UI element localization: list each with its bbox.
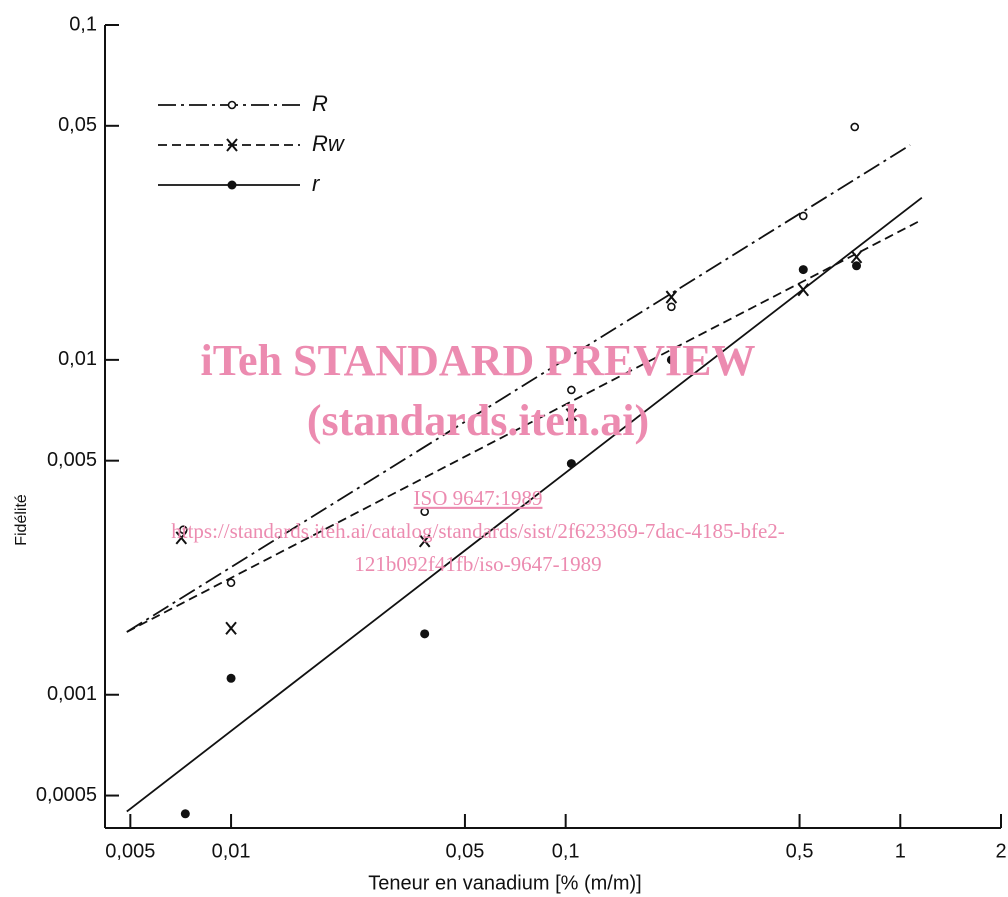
x-tick-label: 0,5 xyxy=(786,840,814,862)
point xyxy=(175,531,188,545)
legend-label: r xyxy=(312,171,321,196)
point xyxy=(798,265,808,275)
x-tick-label: 0,1 xyxy=(552,840,580,862)
point xyxy=(566,459,576,469)
point xyxy=(798,211,808,221)
point xyxy=(567,385,576,395)
y-tick-label: 0,005 xyxy=(47,449,97,471)
watermark: iTeh STANDARD PREVIEW xyxy=(201,336,756,385)
point xyxy=(666,355,676,365)
fit-line xyxy=(126,196,923,813)
point xyxy=(226,578,236,588)
fit-line xyxy=(126,144,911,633)
x-tick-label: 0,05 xyxy=(445,840,484,862)
watermark: 121b092f41fb/iso-9647-1989 xyxy=(354,552,601,576)
watermark: (standards.iteh.ai) xyxy=(307,396,649,445)
y-tick-label: 0,0005 xyxy=(36,784,97,806)
point xyxy=(850,122,860,132)
y-tick-label: 0,01 xyxy=(58,348,97,370)
point xyxy=(418,534,431,548)
legend-marker xyxy=(227,180,237,190)
legend-label: R xyxy=(312,91,328,116)
point xyxy=(226,673,236,683)
watermark: ISO 9647:1989 xyxy=(414,486,543,510)
legend-label: Rw xyxy=(312,131,346,156)
fit-line xyxy=(126,218,923,633)
x-tick-label: 2 xyxy=(995,840,1006,862)
x-tick-label: 1 xyxy=(895,840,906,862)
point xyxy=(850,250,863,264)
point xyxy=(667,302,676,312)
x-tick-label: 0,005 xyxy=(105,840,155,862)
point xyxy=(420,629,430,639)
point xyxy=(180,809,190,819)
point xyxy=(179,525,188,535)
point xyxy=(852,261,862,271)
y-tick-label: 0,001 xyxy=(47,683,97,705)
x-axis-label: Teneur en vanadium [% (m/m)] xyxy=(368,872,641,894)
legend-marker xyxy=(227,100,237,110)
x-tick-label: 0,01 xyxy=(212,840,251,862)
watermark: https://standards.iteh.ai/catalog/standa… xyxy=(171,519,785,543)
point xyxy=(565,408,578,422)
point xyxy=(225,621,237,635)
y-axis-label: Fidélité xyxy=(13,494,30,546)
point xyxy=(665,290,678,304)
point xyxy=(420,507,429,517)
legend-marker xyxy=(226,138,238,152)
y-tick-label: 0,1 xyxy=(69,13,97,35)
y-tick-label: 0,05 xyxy=(58,114,97,136)
